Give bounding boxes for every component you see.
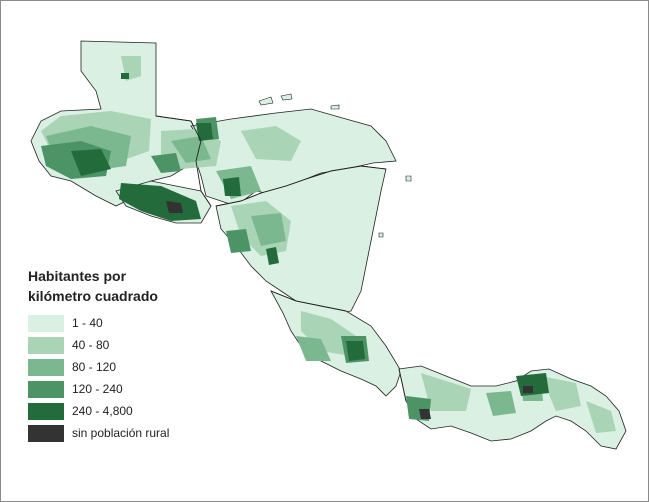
map-legend: Habitantes por kilómetro cuadrado 1 - 40… xyxy=(28,266,228,444)
legend-row-5: 240 - 4,800 xyxy=(28,400,228,422)
legend-swatch xyxy=(28,314,64,332)
legend-row-6: sin población rural xyxy=(28,422,228,444)
legend-label: 1 - 40 xyxy=(72,316,103,330)
legend-label: 40 - 80 xyxy=(72,338,110,352)
legend-label: 120 - 240 xyxy=(72,382,123,396)
islands xyxy=(258,93,412,238)
legend-title-line1: Habitantes por xyxy=(28,268,127,284)
legend-row-1: 1 - 40 xyxy=(28,312,228,334)
country-borders xyxy=(155,115,407,402)
legend-swatch xyxy=(28,402,64,420)
legend-swatch xyxy=(28,380,64,398)
legend-swatch xyxy=(28,424,64,442)
legend-row-2: 40 - 80 xyxy=(28,334,228,356)
legend-swatch xyxy=(28,336,64,354)
legend-title: Habitantes por kilómetro cuadrado xyxy=(28,266,228,306)
legend-row-4: 120 - 240 xyxy=(28,378,228,400)
legend-title-line2: kilómetro cuadrado xyxy=(28,288,158,304)
legend-label: 80 - 120 xyxy=(72,360,117,374)
no-rural-population xyxy=(166,201,533,419)
legend-swatch xyxy=(28,358,64,376)
legend-label: 240 - 4,800 xyxy=(72,404,133,418)
legend-row-3: 80 - 120 xyxy=(28,356,228,378)
legend-label: sin población rural xyxy=(72,426,170,440)
